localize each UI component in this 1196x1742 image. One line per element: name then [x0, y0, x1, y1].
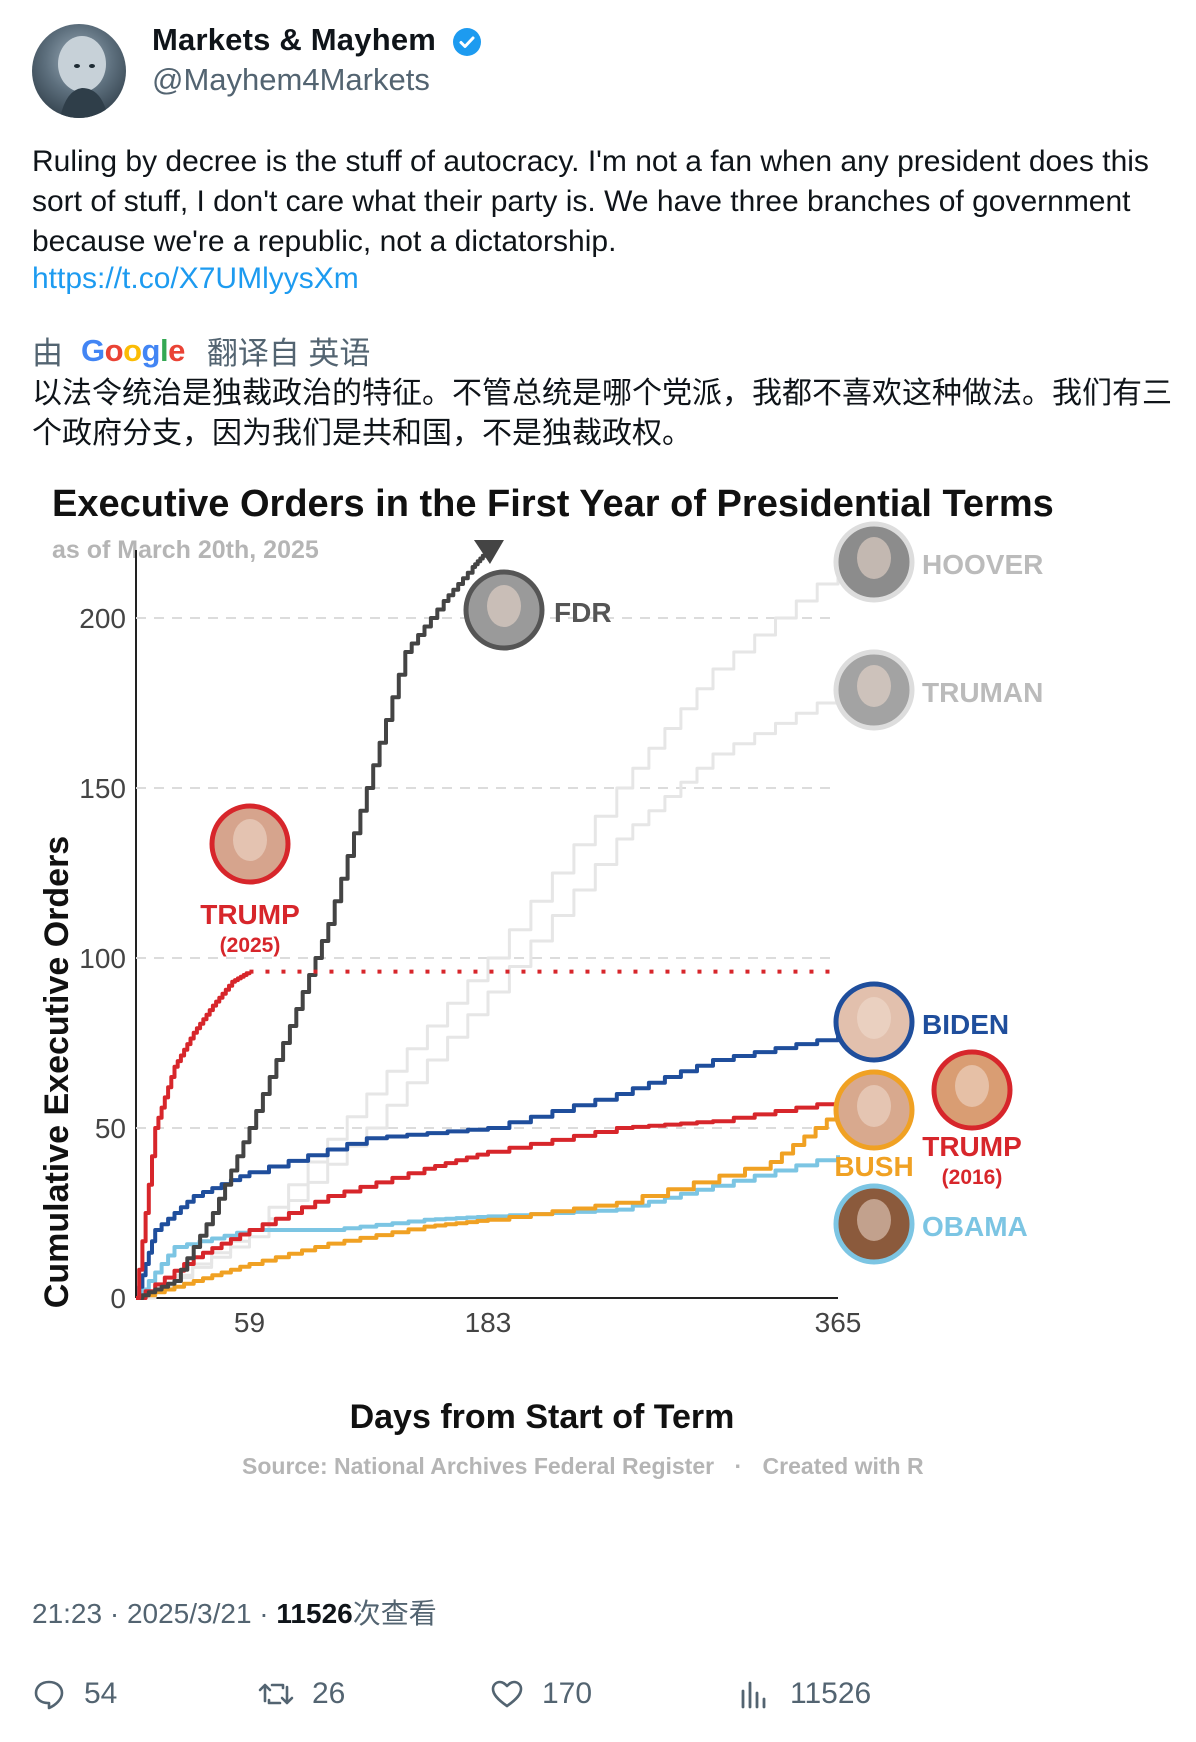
analytics-icon — [741, 1681, 766, 1709]
author-handle[interactable]: @Mayhem4Markets — [152, 62, 430, 97]
timestamp-views-suffix: 次查看 — [352, 1598, 437, 1629]
series-label-hoover: HOOVER — [922, 549, 1043, 580]
portrait-obama-face — [857, 1199, 891, 1241]
series-label-fdr: FDR — [554, 597, 612, 628]
series-line-truman — [136, 692, 840, 1300]
chart-title: Executive Orders in the First Year of Pr… — [52, 483, 1054, 525]
series-label-biden: BIDEN — [922, 1009, 1009, 1040]
reply-count: 54 — [84, 1677, 118, 1710]
author-avatar[interactable] — [32, 24, 126, 118]
series-label-truman: TRUMAN — [922, 677, 1043, 708]
source-text: Source: National Archives Federal Regist… — [242, 1453, 714, 1479]
series-line-bush — [136, 1111, 840, 1300]
chart-subtitle: as of March 20th, 2025 — [52, 536, 319, 564]
series-label-trump-2016: TRUMP — [922, 1131, 1022, 1162]
y-tick-label: 50 — [95, 1113, 126, 1144]
executive-orders-chart[interactable]: Executive Orders in the First Year of Pr… — [32, 482, 1168, 1562]
translate-prefix: 由 — [32, 336, 63, 371]
repost-icon — [258, 1683, 294, 1705]
series-sublabel-trump-2016: (2016) — [942, 1166, 1003, 1189]
timestamp-views: 11526 — [276, 1598, 353, 1629]
like-button[interactable]: 170 — [490, 1676, 592, 1712]
y-tick-label: 200 — [79, 603, 126, 634]
tweet-text: Ruling by decree is the stuff of autocra… — [32, 145, 1149, 258]
portrait-trump-2016-face — [955, 1065, 989, 1107]
tweet-timestamp[interactable]: 21:23 · 2025/3/21 · 11526次查看 — [32, 1592, 437, 1632]
y-tick-label: 0 — [110, 1283, 126, 1314]
portrait-hoover-face — [857, 537, 891, 579]
author-display-name[interactable]: Markets & Mayhem — [152, 22, 437, 57]
view-count: 11526 — [790, 1677, 872, 1710]
robot-avatar-icon — [58, 36, 108, 118]
portrait-fdr-face — [487, 585, 521, 627]
x-tick-label: 365 — [815, 1307, 862, 1338]
series-line-trump-2016- — [136, 1100, 840, 1300]
heart-icon — [491, 1680, 523, 1708]
x-tick-label: 59 — [234, 1307, 265, 1338]
portrait-bush-face — [857, 1085, 891, 1127]
x-tick-label: 183 — [465, 1307, 512, 1338]
repost-button[interactable]: 26 — [258, 1676, 345, 1712]
series-label-bush: BUSH — [834, 1151, 913, 1182]
views-button[interactable]: 11526 — [738, 1676, 871, 1712]
google-logo: Google — [81, 332, 185, 368]
timestamp-time: 21:23 · 2025/3/21 · — [32, 1598, 277, 1629]
series-line-fdr — [136, 550, 490, 1300]
translated-text: 以法令统治是独裁政治的特征。不管总统是哪个党派，我都不喜欢这种做法。我们有三个政… — [32, 377, 1172, 450]
portrait-trump-2025-face — [233, 819, 267, 861]
series-sublabel-trump-2025: (2025) — [220, 934, 281, 957]
y-tick-label: 150 — [79, 773, 126, 804]
x-axis-label: Days from Start of Term — [350, 1398, 735, 1436]
fdr-arrow-marker — [473, 540, 504, 564]
portrait-truman-face — [857, 665, 891, 707]
y-axis-label: Cumulative Executive Orders — [38, 836, 76, 1308]
reply-icon — [34, 1680, 64, 1710]
series-line-trump-2025- — [136, 971, 252, 1300]
verified-badge-icon — [453, 28, 481, 56]
translation-attribution[interactable]: 由 Google 翻译自 英语 — [32, 328, 370, 373]
reply-button[interactable]: 54 — [32, 1676, 117, 1712]
series-line-biden — [136, 1036, 840, 1300]
like-count: 170 — [542, 1677, 593, 1710]
repost-count: 26 — [312, 1677, 346, 1710]
y-tick-label: 100 — [79, 943, 126, 974]
translate-suffix: 翻译自 英语 — [206, 336, 371, 371]
series-label-obama: OBAMA — [922, 1211, 1028, 1242]
portrait-biden-face — [857, 997, 891, 1039]
series-label-trump-2025: TRUMP — [200, 899, 300, 930]
chart-source: Source: National Archives Federal Regist… — [242, 1453, 924, 1479]
tweet-link[interactable]: https://t.co/X7UMlyysXm — [32, 262, 359, 295]
credit-text: Created with R — [763, 1453, 924, 1479]
